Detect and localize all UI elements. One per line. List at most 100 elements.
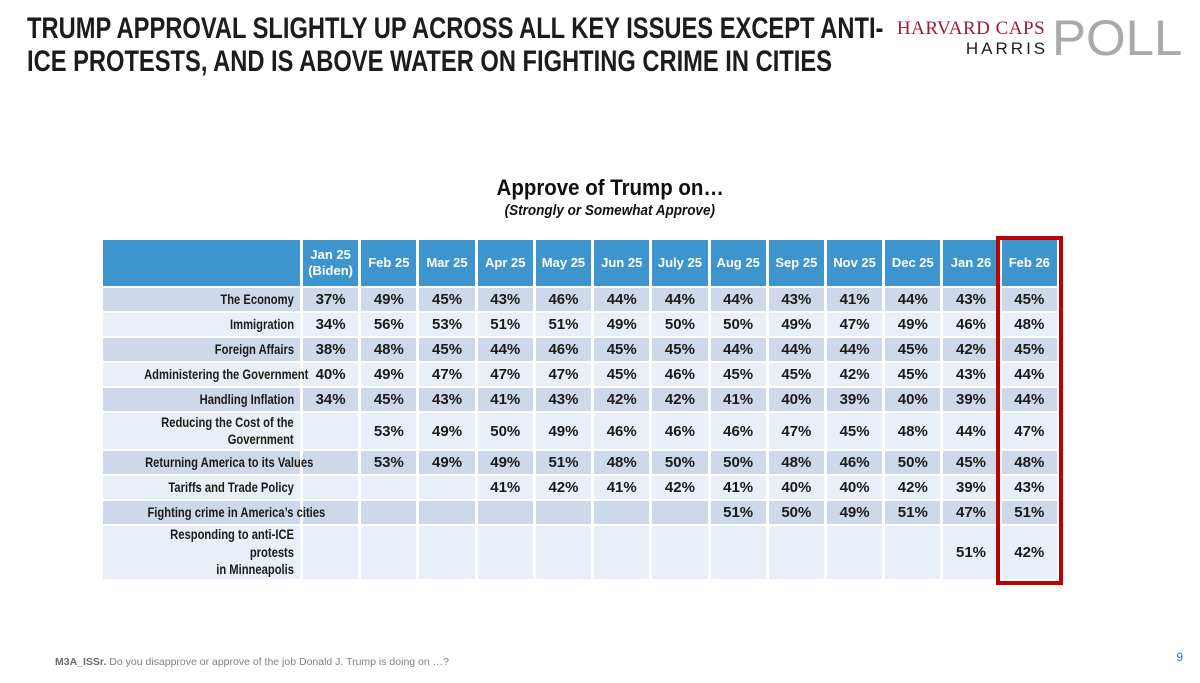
table-row: Returning America to its Values 53% 49% 49%… xyxy=(103,451,1057,474)
value-cell: 43% xyxy=(768,288,824,311)
value-cell xyxy=(477,501,533,524)
value-cell: 45% xyxy=(768,363,824,386)
value-cell: 41% xyxy=(826,288,883,311)
value-cell: 50% xyxy=(885,451,941,474)
value-cell: 46% xyxy=(652,363,708,386)
value-cell xyxy=(419,476,475,499)
value-cell xyxy=(419,501,475,524)
approval-table-body: The Economy 37% 49% 45% 43% 46% 44% 44% 44% 43% 41… xyxy=(103,288,1057,579)
row-label-text: Immigration xyxy=(229,315,294,332)
value-cell xyxy=(768,526,824,579)
value-cell xyxy=(303,476,359,499)
value-cell: 42% xyxy=(885,476,941,499)
value-cell: 40% xyxy=(768,388,824,411)
value-cell: 42% xyxy=(535,476,592,499)
row-label-text: Administering the Government xyxy=(144,365,309,382)
value-cell: 49% xyxy=(477,451,533,474)
value-cell: 48% xyxy=(594,451,650,474)
value-cell: 44% xyxy=(594,288,650,311)
value-cell: 46% xyxy=(710,413,766,449)
value-cell: 44% xyxy=(477,338,533,361)
value-cell xyxy=(826,526,883,579)
table-row: Immigration 34% 56% 53% 51% 51% 49% 50% 50% 49% 47… xyxy=(103,313,1057,336)
value-cell: 46% xyxy=(943,313,999,336)
row-label: The Economy xyxy=(103,288,300,311)
value-cell xyxy=(710,526,766,579)
value-cell xyxy=(303,501,359,524)
table-row: Foreign Affairs 38% 48% 45% 44% 46% 45% 45% 44% 4… xyxy=(103,338,1057,361)
value-cell: 40% xyxy=(826,476,883,499)
column-header-aug-25: Aug 25 xyxy=(710,240,766,286)
value-cell xyxy=(419,526,475,579)
logo-poll-wordmark: POLL xyxy=(1052,10,1183,66)
row-label-text: Responding to anti-ICE protests in Minne… xyxy=(170,526,294,577)
value-cell: 40% xyxy=(303,363,359,386)
value-cell: 47% xyxy=(943,501,999,524)
value-cell: 40% xyxy=(885,388,941,411)
value-cell: 48% xyxy=(885,413,941,449)
value-cell: 51% xyxy=(710,501,766,524)
row-label-text: Returning America to its Values xyxy=(145,453,314,470)
value-cell: 39% xyxy=(943,476,999,499)
value-cell: 45% xyxy=(1001,288,1057,311)
footnote-question-code: M3A_ISSr. xyxy=(55,656,107,668)
value-cell: 51% xyxy=(535,451,592,474)
value-cell: 45% xyxy=(943,451,999,474)
row-label: Foreign Affairs xyxy=(103,338,300,361)
table-row: The Economy 37% 49% 45% 43% 46% 44% 44% 44% 43% 41… xyxy=(103,288,1057,311)
value-cell: 53% xyxy=(361,413,417,449)
value-cell: 47% xyxy=(477,363,533,386)
column-header-july-25: July 25 xyxy=(652,240,708,286)
row-label: Administering the Government xyxy=(103,363,308,386)
slide-title-line1: TRUMP APPROVAL SLIGHTLY UP ACROSS ALL KE… xyxy=(27,12,884,45)
row-label-text: Fighting crime in America’s cities xyxy=(147,503,326,520)
value-cell: 53% xyxy=(361,451,417,474)
value-cell xyxy=(303,413,359,449)
value-cell: 42% xyxy=(826,363,883,386)
header-row: Jan 25 (Biden) Feb 25 Mar 25 Apr 25 May 25 Ju… xyxy=(103,240,1057,286)
value-cell xyxy=(652,501,708,524)
value-cell: 42% xyxy=(943,338,999,361)
value-cell: 48% xyxy=(1001,451,1057,474)
value-cell: 34% xyxy=(303,388,359,411)
value-cell: 50% xyxy=(652,451,708,474)
corner-header-cell xyxy=(103,240,300,286)
row-label: Returning America to its Values xyxy=(103,451,313,474)
column-header-jan-25-biden-: Jan 25 (Biden) xyxy=(303,240,359,286)
harvard-caps-harris-poll-logo: HARVARD CAPS HARRIS POLL xyxy=(896,10,1183,66)
slide-title: TRUMP APPROVAL SLIGHTLY UP ACROSS ALL KE… xyxy=(27,12,883,78)
row-label-text: Handling Inflation xyxy=(199,390,294,407)
value-cell: 45% xyxy=(710,363,766,386)
value-cell: 44% xyxy=(710,288,766,311)
footnote-question-text: Do you disapprove or approve of the job … xyxy=(109,656,449,668)
table-row: Reducing the Cost of the Government 53% 49… xyxy=(103,413,1057,449)
value-cell: 48% xyxy=(361,338,417,361)
row-label-text: The Economy xyxy=(220,290,294,307)
column-header-mar-25: Mar 25 xyxy=(419,240,475,286)
value-cell: 49% xyxy=(826,501,883,524)
value-cell: 43% xyxy=(535,388,592,411)
value-cell xyxy=(361,526,417,579)
value-cell: 50% xyxy=(710,451,766,474)
value-cell: 46% xyxy=(826,451,883,474)
value-cell: 44% xyxy=(652,288,708,311)
value-cell: 46% xyxy=(652,413,708,449)
approval-table: Jan 25 (Biden) Feb 25 Mar 25 Apr 25 May 25 Ju… xyxy=(100,238,1060,581)
value-cell: 42% xyxy=(594,388,650,411)
column-header-sep-25: Sep 25 xyxy=(768,240,824,286)
value-cell: 43% xyxy=(943,363,999,386)
value-cell xyxy=(652,526,708,579)
value-cell: 46% xyxy=(535,288,592,311)
value-cell: 47% xyxy=(535,363,592,386)
value-cell xyxy=(361,501,417,524)
value-cell: 38% xyxy=(303,338,359,361)
page-number: 9 xyxy=(1176,650,1183,664)
value-cell xyxy=(535,501,592,524)
value-cell: 50% xyxy=(477,413,533,449)
logo-harvard-caps: HARVARD CAPS xyxy=(896,18,1046,40)
value-cell: 49% xyxy=(419,451,475,474)
value-cell: 45% xyxy=(885,338,941,361)
value-cell: 47% xyxy=(1001,413,1057,449)
value-cell: 49% xyxy=(885,313,941,336)
